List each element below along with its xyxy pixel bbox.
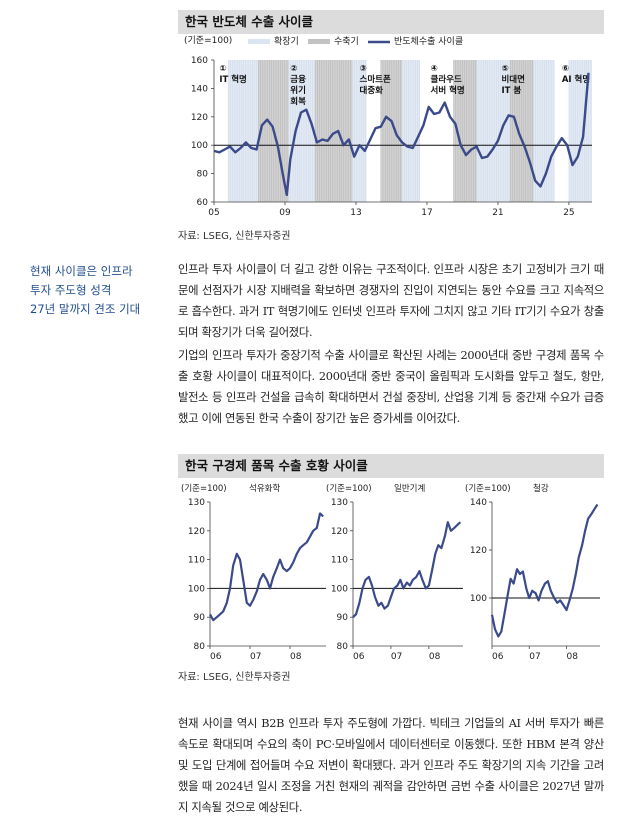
x-tick-label: 06 [492, 652, 504, 662]
x-tick-label: 09 [279, 208, 291, 218]
y-tick-label: 100 [188, 584, 205, 594]
x-tick-label: 07 [391, 652, 402, 662]
period-annotation: 서버 혁명 [431, 85, 465, 96]
side-note: 현재 사이클은 인프라 투자 주도형 성격 27년 말까지 견조 기대 [30, 262, 170, 319]
period-annotation: ② [290, 64, 297, 74]
side-note-line: 현재 사이클은 인프라 [30, 264, 133, 278]
unit-label: (기준=100) [465, 484, 511, 494]
period-annotation: IT 혁명 [219, 74, 247, 85]
period-annotation: ⑥ [562, 64, 569, 74]
period-annotation: ④ [431, 64, 438, 74]
panel-title: 일반기계 [394, 483, 425, 494]
panel-series-line [352, 521, 462, 618]
y-tick-label: 100 [331, 584, 348, 594]
steel-chart: (기준=100) 철강 100 120 140 06 07 08 [465, 483, 600, 662]
period-annotation: ③ [360, 64, 367, 74]
y-tick-label: 80 [337, 642, 349, 652]
period-annotation: 위기 [290, 85, 306, 96]
period-annotation: 클라우드 [431, 74, 462, 85]
legend-contraction-swatch [308, 39, 330, 44]
semiconductor-export-cycle-chart: (기준=100) 확장기 수축기 반도체수출 사이클 60 80 100 120 140 160 0… [184, 35, 592, 218]
x-tick-label: 07 [250, 652, 261, 662]
x-tick-label: 06 [353, 652, 365, 662]
chart1-title: 한국 반도체 수출 사이클 [178, 10, 604, 34]
contraction-period [315, 60, 353, 202]
y-tick-label: 120 [188, 527, 205, 537]
unit-label: (기준=100) [326, 484, 372, 494]
paragraph-2: 기업의 인프라 투자가 중장기적 수출 사이클로 확산된 사례는 2000년대 … [178, 349, 604, 425]
paragraph-3: 현재 사이클 역시 B2B 인프라 투자 주도형에 가깝다. 빅테크 기업들의 … [178, 717, 604, 814]
side-note-line: 27년 말까지 견조 기대 [30, 302, 141, 316]
period-annotation: 회복 [290, 96, 306, 107]
chart2-title: 한국 구경제 품목 수출 호황 사이클 [178, 454, 604, 478]
legend-contraction-label: 수축기 [334, 36, 359, 47]
period-annotation: AI 혁명 [562, 74, 590, 85]
y-tick-label: 90 [337, 613, 349, 623]
expansion-period [228, 60, 259, 202]
period-annotation: 스마트폰 [360, 74, 391, 85]
y-tick-label: 120 [470, 546, 487, 556]
x-tick-label: 05 [208, 208, 219, 218]
chart1-source: 자료: LSEG, 신한투자증권 [178, 231, 291, 242]
x-tick-label: 06 [210, 652, 222, 662]
x-tick-label: 08 [566, 652, 578, 662]
machinery-chart: (기준=100) 일반기계 80 90 100 110 120 130 06 07 08 [326, 483, 463, 662]
y-tick-label: 140 [470, 498, 487, 508]
legend-expansion-label: 확장기 [274, 35, 299, 47]
period-annotation: IT 붐 [501, 85, 521, 96]
y-tick-label: 120 [191, 113, 208, 123]
y-tick-label: 90 [194, 613, 206, 623]
x-tick-label: 13 [350, 208, 361, 218]
y-tick-label: 110 [331, 556, 348, 566]
x-tick-label: 25 [563, 208, 574, 218]
panel-title: 석유화학 [249, 483, 280, 494]
y-tick-label: 80 [194, 642, 206, 652]
y-tick-label: 80 [197, 170, 209, 180]
period-annotation: ① [219, 64, 226, 74]
expansion-period [352, 60, 367, 202]
x-tick-label: 17 [421, 208, 432, 218]
petrochemical-chart: (기준=100) 석유화학 80 90 100 110 120 130 06 07 08 [181, 483, 326, 662]
semiconductor-cycle-line [213, 72, 590, 197]
y-tick-label: 120 [331, 527, 348, 537]
panel-series-line [490, 503, 599, 638]
paragraph-1: 인프라 투자 사이클이 더 길고 강한 이유는 구조적이다. 인프라 시장은 초… [178, 263, 604, 339]
period-annotation: ⑤ [501, 64, 508, 74]
x-tick-label: 21 [492, 208, 503, 218]
legend-expansion-swatch [248, 39, 270, 44]
period-annotation: 비대면 [501, 74, 525, 85]
expansion-period [533, 60, 555, 202]
chart2-source: 자료: LSEG, 신한투자증권 [178, 672, 291, 683]
expansion-period [476, 60, 511, 202]
period-annotation: 금융 [290, 74, 306, 85]
y-tick-label: 140 [191, 84, 208, 94]
y-tick-label: 130 [188, 498, 205, 508]
x-tick-label: 08 [290, 652, 302, 662]
unit-label: (기준=100) [181, 484, 227, 494]
chart1-unit: (기준=100) [184, 35, 232, 46]
y-tick-label: 100 [470, 594, 487, 604]
panel-title: 철강 [533, 483, 549, 494]
side-note-line: 투자 주도형 성격 [30, 283, 112, 297]
panel-series-line [209, 512, 324, 622]
legend-series-label: 반도체수출 사이클 [394, 36, 463, 47]
x-tick-label: 08 [429, 652, 441, 662]
contraction-period [380, 60, 403, 202]
y-tick-label: 110 [188, 556, 205, 566]
y-tick-label: 100 [191, 141, 208, 151]
period-annotation: 대중화 [360, 85, 384, 96]
y-tick-label: 130 [331, 498, 348, 508]
y-tick-label: 160 [191, 56, 208, 66]
y-tick-label: 60 [197, 198, 209, 208]
x-tick-label: 07 [529, 652, 540, 662]
